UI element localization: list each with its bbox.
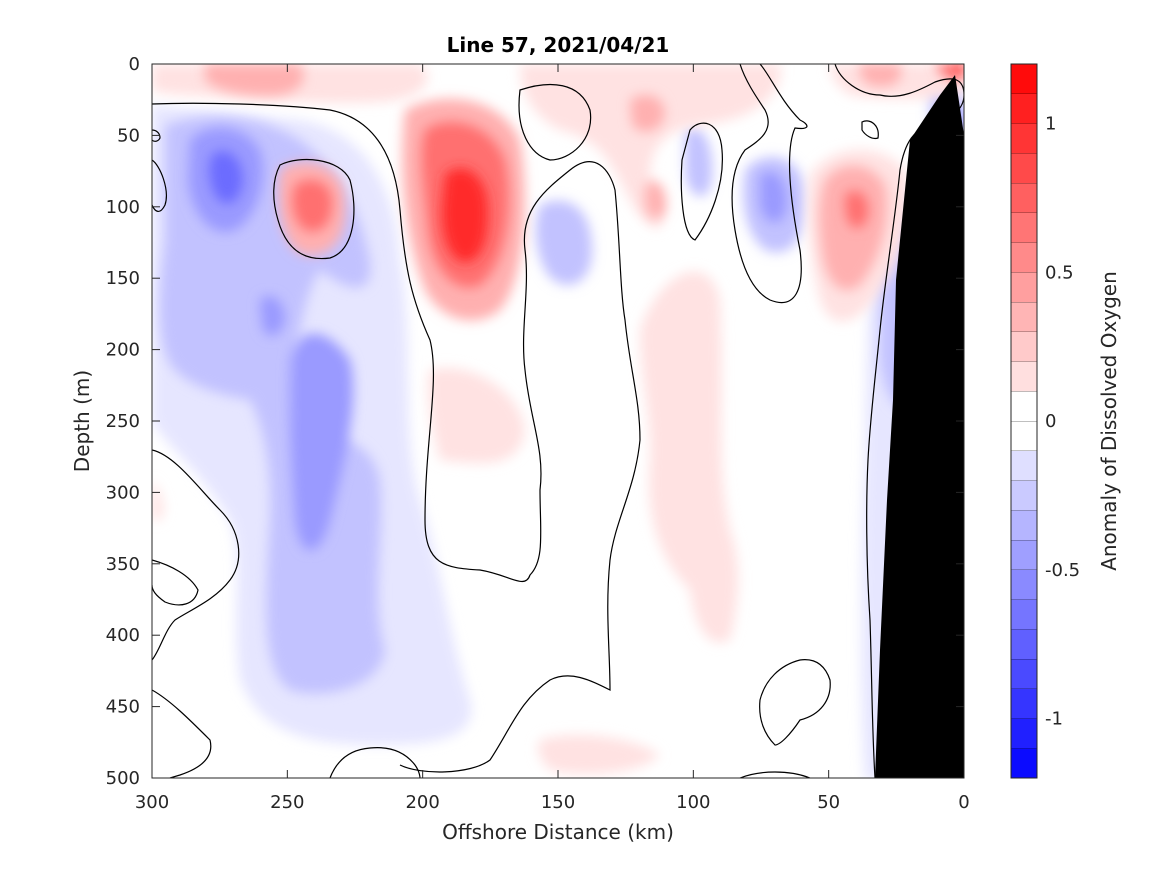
- colorbar-band: [1011, 569, 1037, 600]
- colorbar-tick-label: 0.5: [1045, 262, 1074, 283]
- colorbar-band: [1011, 391, 1037, 421]
- y-tick-label: 100: [106, 197, 140, 218]
- colorbar-band: [1011, 331, 1037, 362]
- colorbar-band: [1011, 64, 1037, 94]
- bathymetry-mask: [875, 75, 964, 778]
- x-tick-label: 0: [958, 792, 969, 813]
- colorbar-band: [1011, 302, 1037, 332]
- colorbar-band: [1011, 450, 1037, 481]
- colorbar-tick-label: 1: [1045, 114, 1056, 135]
- colorbar-band: [1011, 272, 1037, 302]
- x-tick-label: 150: [541, 792, 575, 813]
- colorbar-band: [1011, 93, 1037, 124]
- anomaly-fill-positive-core: [441, 64, 964, 263]
- colorbar-band: [1011, 480, 1037, 511]
- y-tick-label: 300: [106, 482, 140, 503]
- colorbar-band: [1011, 599, 1037, 630]
- chart-title: Line 57, 2021/04/21: [447, 33, 670, 57]
- colorbar-tick-label: 0: [1045, 411, 1056, 432]
- x-tick-label: 50: [817, 792, 840, 813]
- x-axis-label: Offshore Distance (km): [442, 820, 674, 844]
- plot-area: [151, 63, 965, 779]
- colorbar-frame: [1010, 63, 1038, 779]
- x-axis: 300 250 200 150 100 50 0: [135, 64, 970, 813]
- y-tick-label: 350: [106, 554, 140, 575]
- anomaly-fill-negative-core: [209, 151, 243, 204]
- y-tick-label: 0: [129, 54, 140, 75]
- colorbar-band: [1011, 629, 1037, 659]
- y-tick-label: 250: [106, 411, 140, 432]
- y-tick-label: 450: [106, 697, 140, 718]
- colorbar-band: [1011, 123, 1037, 154]
- colorbar-band: [1011, 748, 1037, 778]
- colorbar-label: Anomaly of Dissolved Oxygen: [1097, 271, 1121, 571]
- colorbar-band: [1011, 361, 1037, 392]
- y-axis-label: Depth (m): [70, 370, 94, 472]
- y-tick-label: 150: [106, 268, 140, 289]
- colorbar-band: [1011, 212, 1037, 243]
- colorbar-band: [1011, 718, 1037, 749]
- colorbar: 1 0.5 0 -0.5 -1: [1010, 63, 1080, 779]
- x-tick-label: 200: [405, 792, 439, 813]
- y-tick-label: 50: [117, 125, 140, 146]
- colorbar-band: [1011, 183, 1037, 213]
- y-tick-label: 200: [106, 340, 140, 361]
- colorbar-band: [1011, 510, 1037, 540]
- y-tick-label: 400: [106, 625, 140, 646]
- colorbar-band: [1011, 659, 1037, 689]
- colorbar-band: [1011, 153, 1037, 183]
- colorbar-tick-label: -0.5: [1045, 560, 1080, 581]
- colorbar-band: [1011, 688, 1037, 719]
- x-tick-label: 300: [135, 792, 169, 813]
- zero-contours: [152, 64, 964, 778]
- x-tick-label: 250: [270, 792, 304, 813]
- colorbar-band: [1011, 421, 1037, 451]
- colorbar-band: [1011, 242, 1037, 273]
- colorbar-band: [1011, 540, 1037, 570]
- colorbar-tick-label: -1: [1045, 709, 1063, 730]
- y-axis: 0 50 100 150 200 250 300 350 400 450 500: [106, 54, 964, 789]
- y-tick-label: 500: [106, 768, 140, 789]
- x-tick-label: 100: [676, 792, 710, 813]
